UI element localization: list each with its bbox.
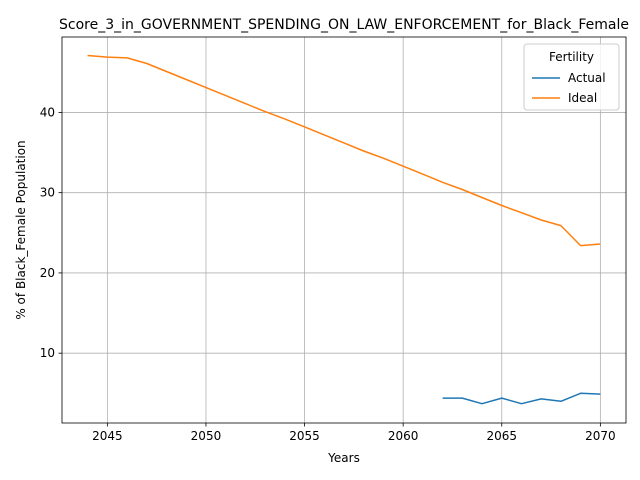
x-tick-label: 2065: [486, 429, 517, 443]
series-line-ideal: [87, 54, 601, 247]
x-tick-label: 2070: [585, 429, 616, 443]
x-axis-label: Years: [327, 451, 360, 465]
x-tick-label: 2055: [289, 429, 320, 443]
y-tick-label: 20: [40, 266, 55, 280]
chart-title: Score_3_in_GOVERNMENT_SPENDING_ON_LAW_EN…: [59, 17, 629, 33]
x-tick-label: 2045: [92, 429, 123, 443]
legend-box: [523, 43, 620, 111]
series-lines: [87, 54, 601, 405]
legend: Fertility Actual Ideal: [523, 43, 620, 111]
legend-label-actual: Actual: [568, 71, 606, 85]
y-tick-label: 40: [40, 105, 55, 119]
x-tick-label: 2060: [388, 429, 419, 443]
x-tick-label: 2050: [191, 429, 222, 443]
legend-label-ideal: Ideal: [568, 91, 597, 105]
axis-ticks: 2045 2050 2055 2060 2065 2070 10 20 30 40: [40, 105, 616, 443]
y-axis-label: % of Black_Female Population: [14, 140, 28, 319]
y-tick-label: 10: [40, 346, 55, 360]
y-tick-label: 30: [40, 186, 55, 200]
series-line-actual: [442, 392, 601, 405]
plot-frame: [61, 36, 627, 424]
legend-title: Fertility: [549, 50, 594, 64]
